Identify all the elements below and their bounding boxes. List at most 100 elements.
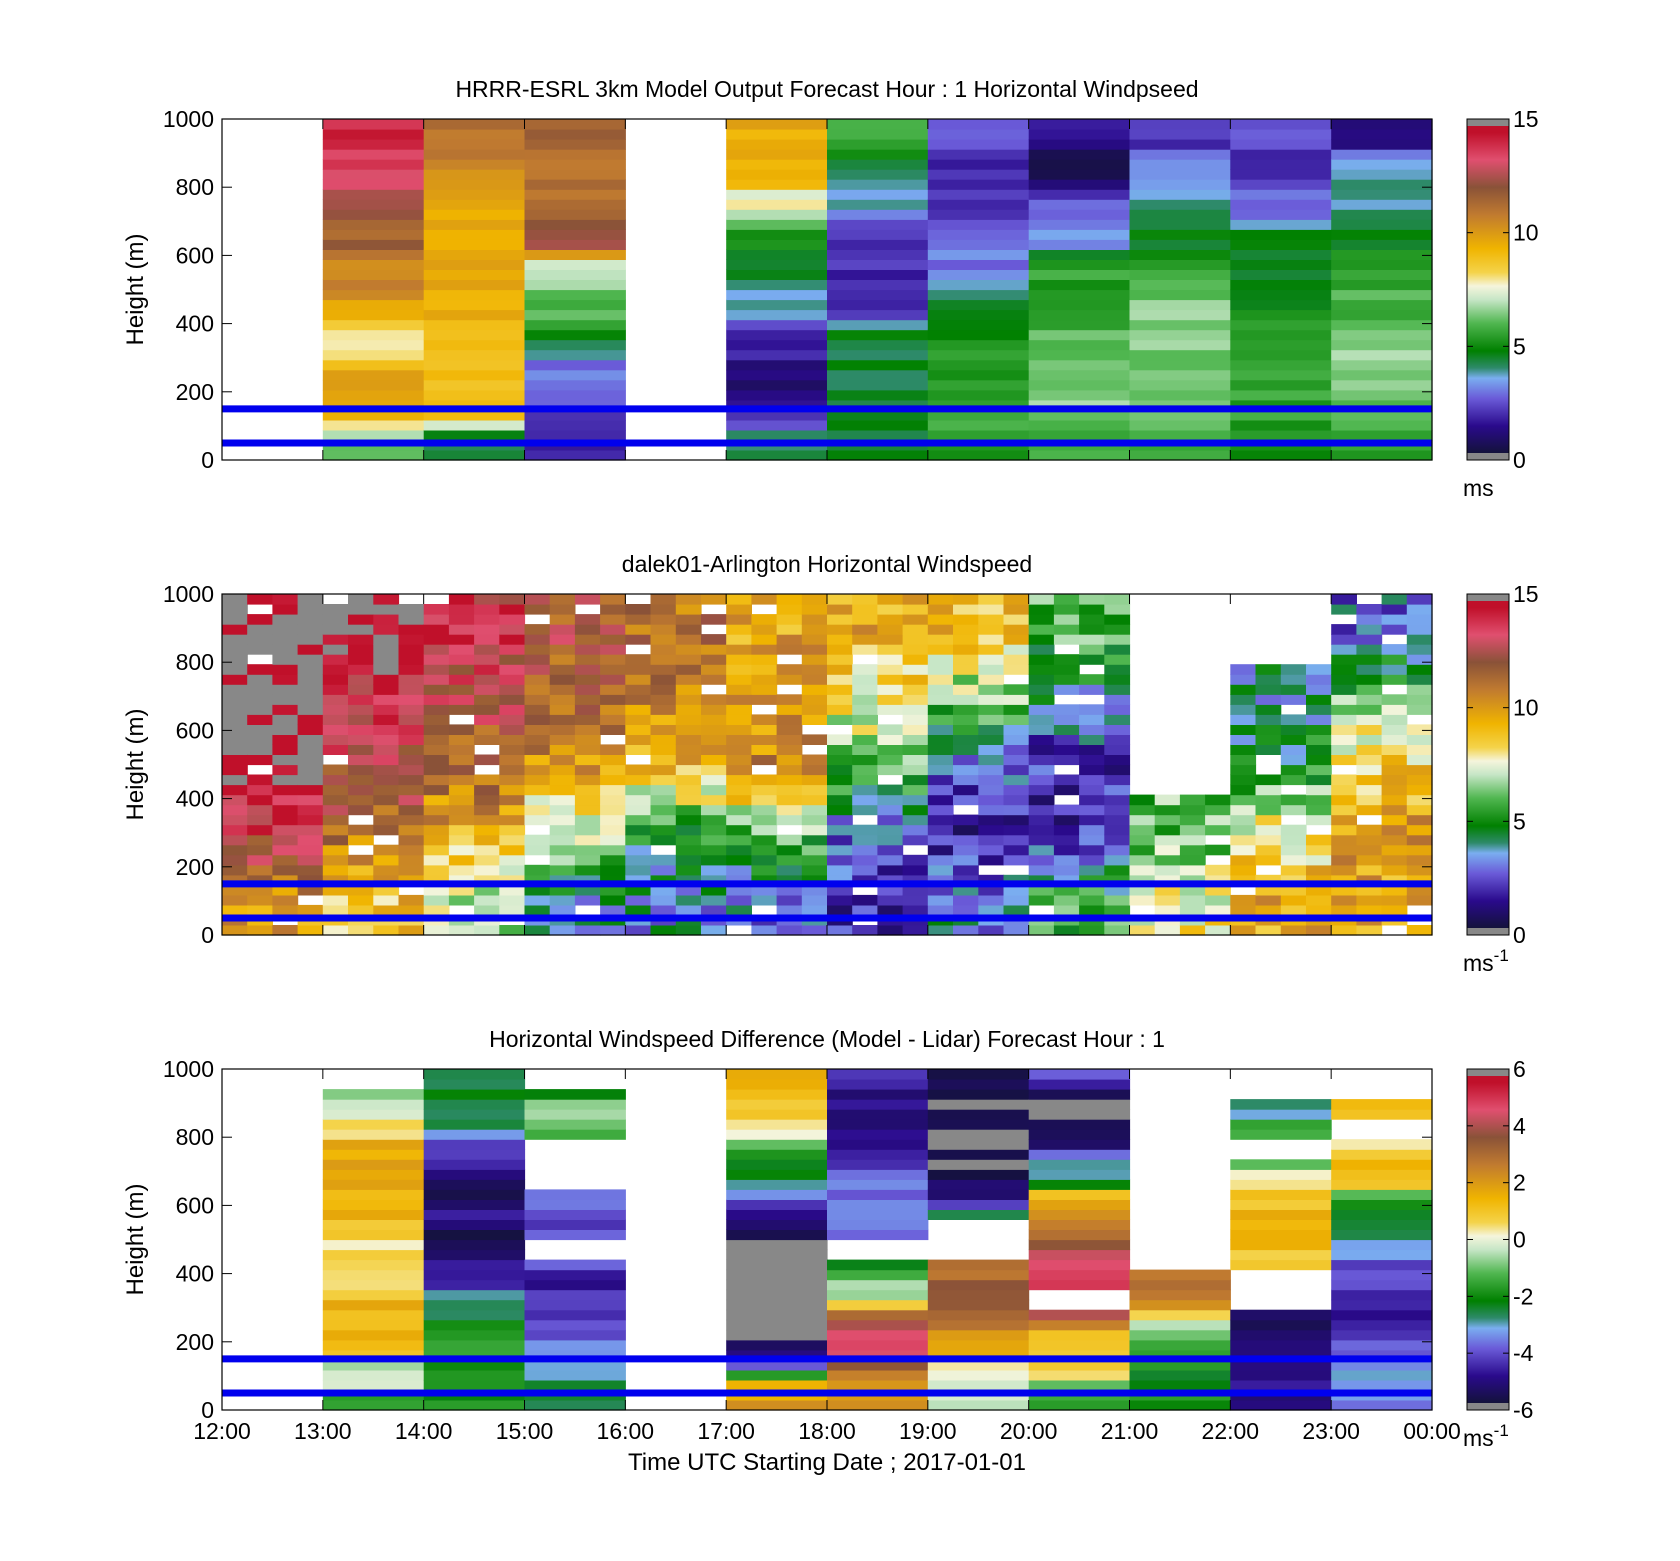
heatmap-cell <box>1230 1179 1332 1190</box>
heatmap-cell <box>474 894 500 906</box>
heatmap-cell <box>423 925 450 936</box>
heatmap-cell <box>827 824 853 836</box>
heatmap-cell <box>877 864 904 876</box>
heatmap-cell <box>322 349 425 361</box>
heatmap-cell <box>574 824 601 836</box>
heatmap-cell <box>650 694 677 705</box>
heatmap-cell <box>1280 864 1307 876</box>
heatmap-cell <box>675 774 702 786</box>
heatmap-cell <box>222 594 248 605</box>
heatmap-cell <box>247 694 273 705</box>
heatmap-cell <box>927 1149 1030 1160</box>
heatmap-cell <box>272 634 299 645</box>
heatmap-cell <box>978 854 1005 866</box>
heatmap-cell <box>902 614 929 625</box>
heatmap-cell <box>801 874 828 886</box>
heatmap-cell <box>902 884 929 896</box>
heatmap-cell <box>776 614 803 625</box>
heatmap-cell <box>650 634 677 645</box>
heatmap-cell <box>1129 814 1156 826</box>
heatmap-cell <box>1406 624 1433 635</box>
heatmap-cell <box>297 624 324 635</box>
heatmap-cell <box>927 450 1030 461</box>
heatmap-cell <box>423 409 526 421</box>
heatmap-cell <box>726 419 828 431</box>
heatmap-cell <box>1053 744 1080 755</box>
heatmap-cell <box>423 1069 526 1080</box>
heatmap-cell <box>1104 644 1131 655</box>
y-axis-label: Height (m) <box>122 708 149 820</box>
heatmap-cell <box>1331 864 1357 876</box>
heatmap-cell <box>927 169 1030 180</box>
heatmap-cell <box>423 269 526 280</box>
heatmap-cell <box>751 644 778 655</box>
heatmap-cell <box>1406 594 1433 605</box>
heatmap-cell <box>1028 139 1131 150</box>
heatmap-cell <box>1129 874 1156 886</box>
heatmap-cell <box>600 754 626 766</box>
heatmap-cell <box>322 614 349 625</box>
heatmap-cell <box>1129 1349 1231 1361</box>
heatmap-cell <box>272 724 299 735</box>
heatmap-cell <box>600 624 626 635</box>
heatmap-cell <box>927 704 954 715</box>
heatmap-cell <box>499 704 526 715</box>
heatmap-cell <box>423 1119 526 1130</box>
heatmap-cell <box>1255 734 1282 745</box>
heatmap-cell <box>1230 1229 1332 1241</box>
heatmap-cell <box>1028 1349 1131 1361</box>
heatmap-cell <box>801 694 828 705</box>
heatmap-cell <box>1230 704 1257 715</box>
heatmap-cell <box>448 834 475 846</box>
heatmap-cell <box>600 864 626 876</box>
heatmap-cell <box>751 714 778 725</box>
heatmap-cell <box>650 654 677 665</box>
heatmap-cell <box>827 1149 929 1160</box>
heatmap-cell <box>1028 894 1055 906</box>
heatmap-cell <box>978 764 1005 776</box>
heatmap-cell <box>827 409 929 421</box>
heatmap-cell <box>1230 714 1257 725</box>
heatmap-cell <box>953 674 979 685</box>
heatmap-cell <box>877 734 904 745</box>
heatmap-cell <box>1230 694 1257 705</box>
heatmap-cell <box>1028 349 1131 361</box>
heatmap-cell <box>801 604 828 615</box>
heatmap-cell <box>348 624 374 635</box>
heatmap-cell <box>827 309 929 321</box>
heatmap-cell <box>448 794 475 806</box>
heatmap-cell <box>1331 239 1433 250</box>
colorbar-tick-label: 5 <box>1513 808 1526 834</box>
heatmap-cell <box>1331 329 1433 341</box>
heatmap-cell <box>524 1359 626 1371</box>
heatmap-cell <box>927 129 1030 140</box>
heatmap-cell <box>675 664 702 675</box>
heatmap-cell <box>1154 925 1181 936</box>
heatmap-cell <box>1104 744 1131 755</box>
heatmap-cell <box>852 904 878 916</box>
heatmap-cell <box>322 1329 425 1341</box>
colorbar-tick-label: 6 <box>1513 1056 1526 1082</box>
heatmap-cell <box>701 674 727 685</box>
heatmap-cell <box>701 794 727 806</box>
heatmap-cell <box>701 714 727 725</box>
heatmap-cell <box>1028 1149 1131 1160</box>
heatmap-cell <box>852 734 878 745</box>
heatmap-cell <box>247 834 273 846</box>
heatmap-cell <box>474 734 500 745</box>
heatmap-cell <box>1230 794 1257 806</box>
heatmap-cell <box>524 874 551 886</box>
heatmap-cell <box>423 329 526 341</box>
heatmap-cell <box>448 784 475 796</box>
heatmap-cell <box>272 744 299 755</box>
heatmap-cell <box>927 794 954 806</box>
heatmap-cell <box>1154 864 1181 876</box>
heatmap-cell <box>801 894 828 906</box>
heatmap-cell <box>1230 379 1332 391</box>
heatmap-cell <box>373 824 400 836</box>
heatmap-cell <box>1280 734 1307 745</box>
heatmap-cell <box>247 734 273 745</box>
heatmap-cell <box>272 844 299 856</box>
